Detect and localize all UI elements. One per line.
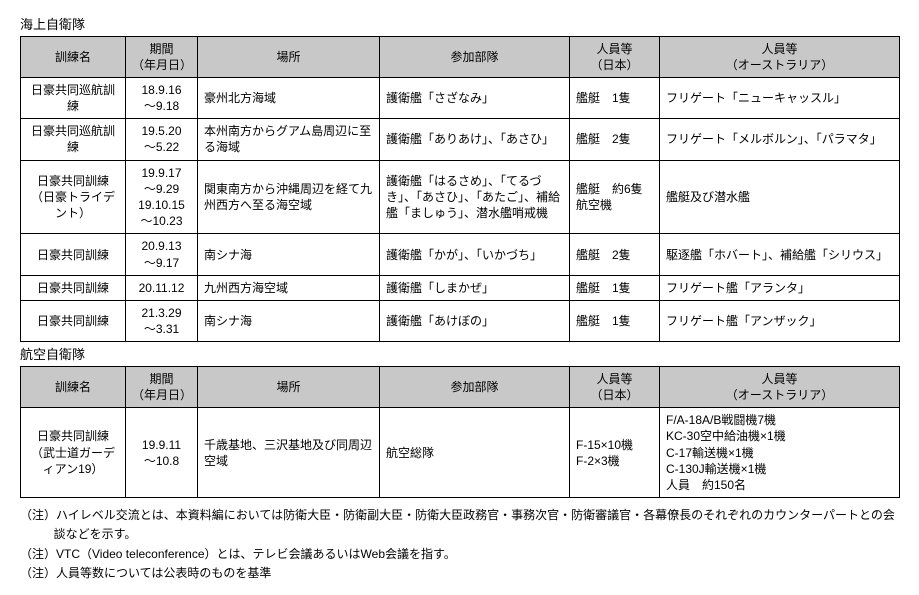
table-cell: 護衛艦「かが」、「いかづち」 [380,234,570,275]
table-cell: 20.11.12 [126,275,198,300]
table-cell: 九州西方海空域 [198,275,380,300]
table-cell: 19.9.17～9.2919.10.15～10.23 [126,160,198,234]
table-cell: 19.5.20～5.22 [126,119,198,160]
table-cell: 護衛艦「はるさめ」、「てるづき」、「あさひ」、「あたご」、補給艦「ましゅう」、潜… [380,160,570,234]
table-cell: F-15×10機F-2×3機 [570,408,660,498]
column-header: 訓練名 [21,36,126,77]
header-row: 訓練名期間（年月日）場所参加部隊人員等（日本）人員等（オーストラリア） [21,366,900,407]
data-table: 訓練名期間（年月日）場所参加部隊人員等（日本）人員等（オーストラリア）日豪共同訓… [20,366,900,498]
table-cell: 日豪共同訓練 [21,300,126,341]
table-row: 日豪共同訓練（武士道ガーディアン19）19.9.11～10.8千歳基地、三沢基地… [21,408,900,498]
table-cell: 艦艇 約6隻航空機 [570,160,660,234]
table-cell: 18.9.16～9.18 [126,77,198,118]
table-row: 日豪共同訓練21.3.29～3.31南シナ海護衛艦「あけぼの」艦艇 1隻フリゲー… [21,300,900,341]
table-cell: 日豪共同訓練 [21,234,126,275]
table-cell: 関東南方から沖縄周辺を経て九州西方へ至る海空域 [198,160,380,234]
table-cell: 本州南方からグアム島周辺に至る海域 [198,119,380,160]
note-line: （注）ハイレベル交流とは、本資料編においては防衛大臣・防衛副大臣・防衛大臣政務官… [20,506,899,544]
table-cell: 日豪共同訓練（武士道ガーディアン19） [21,408,126,498]
header-row: 訓練名期間（年月日）場所参加部隊人員等（日本）人員等（オーストラリア） [21,36,900,77]
note-line: （注）VTC（Video teleconference）とは、テレビ会議あるいは… [20,545,899,564]
table-cell: 日豪共同巡航訓練 [21,77,126,118]
table-cell: 護衛艦「さざなみ」 [380,77,570,118]
column-header: 訓練名 [21,366,126,407]
table-cell: F/A-18A/B戦闘機7機KC-30空中給油機×1機C-17輸送機×1機C-1… [660,408,900,498]
table-cell: 艦艇 1隻 [570,77,660,118]
column-header: 人員等（日本） [570,36,660,77]
column-header: 期間（年月日） [126,36,198,77]
table-cell: 艦艇 2隻 [570,119,660,160]
table-cell: 日豪共同訓練 [21,275,126,300]
table-cell: 航空総隊 [380,408,570,498]
column-header: 人員等（日本） [570,366,660,407]
table-cell: フリゲート艦「アンザック」 [660,300,900,341]
column-header: 場所 [198,366,380,407]
notes-block: （注）ハイレベル交流とは、本資料編においては防衛大臣・防衛副大臣・防衛大臣政務官… [20,506,899,583]
table-cell: 駆逐艦「ホバート」、補給艦「シリウス」 [660,234,900,275]
table-row: 日豪共同訓練20.9.13～9.17南シナ海護衛艦「かが」、「いかづち」艦艇 2… [21,234,900,275]
table-cell: 南シナ海 [198,300,380,341]
column-header: 期間（年月日） [126,366,198,407]
table-cell: 艦艇 1隻 [570,300,660,341]
column-header: 参加部隊 [380,366,570,407]
table-cell: 千歳基地、三沢基地及び同周辺空域 [198,408,380,498]
table-cell: 20.9.13～9.17 [126,234,198,275]
table-cell: 日豪共同訓練（日豪トライデント） [21,160,126,234]
table-cell: 南シナ海 [198,234,380,275]
table-caption: 航空自衛隊 [20,346,899,364]
table-cell: 護衛艦「しまかぜ」 [380,275,570,300]
table-cell: フリゲート「メルボルン」、「パラマタ」 [660,119,900,160]
table-cell: 19.9.11～10.8 [126,408,198,498]
table-cell: 艦艇 1隻 [570,275,660,300]
column-header: 人員等（オーストラリア） [660,36,900,77]
column-header: 人員等（オーストラリア） [660,366,900,407]
table-cell: フリゲート「ニューキャッスル」 [660,77,900,118]
note-line: （注）人員等数については公表時のものを基準 [20,564,899,583]
table-row: 日豪共同巡航訓練19.5.20～5.22本州南方からグアム島周辺に至る海域護衛艦… [21,119,900,160]
table-cell: 艦艇及び潜水艦 [660,160,900,234]
table-cell: 豪州北方海域 [198,77,380,118]
table-cell: 艦艇 2隻 [570,234,660,275]
table-row: 日豪共同訓練20.11.12九州西方海空域護衛艦「しまかぜ」艦艇 1隻フリゲート… [21,275,900,300]
table-cell: 護衛艦「ありあけ」、「あさひ」 [380,119,570,160]
table-caption: 海上自衛隊 [20,16,899,34]
table-row: 日豪共同訓練（日豪トライデント）19.9.17～9.2919.10.15～10.… [21,160,900,234]
table-cell: フリゲート艦「アランタ」 [660,275,900,300]
data-table: 訓練名期間（年月日）場所参加部隊人員等（日本）人員等（オーストラリア）日豪共同巡… [20,36,900,343]
table-row: 日豪共同巡航訓練18.9.16～9.18豪州北方海域護衛艦「さざなみ」艦艇 1隻… [21,77,900,118]
column-header: 場所 [198,36,380,77]
table-cell: 日豪共同巡航訓練 [21,119,126,160]
column-header: 参加部隊 [380,36,570,77]
table-cell: 護衛艦「あけぼの」 [380,300,570,341]
table-cell: 21.3.29～3.31 [126,300,198,341]
